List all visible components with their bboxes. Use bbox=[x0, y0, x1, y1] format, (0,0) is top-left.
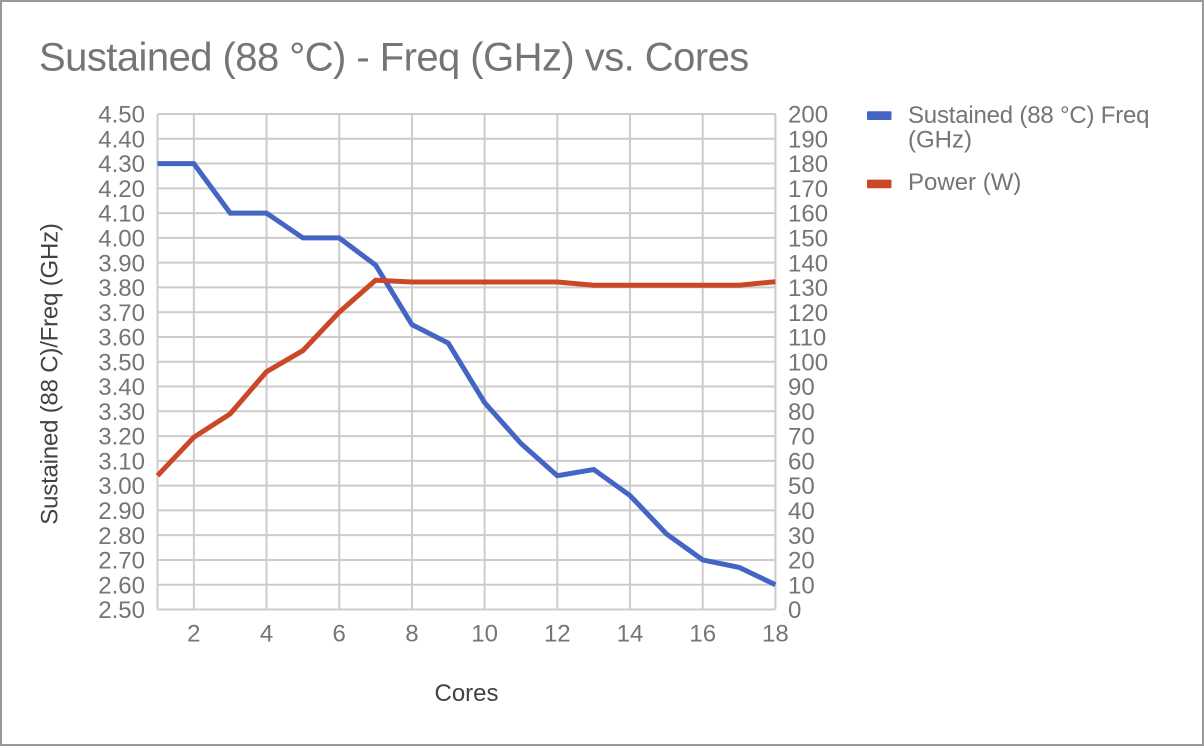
svg-text:12: 12 bbox=[544, 621, 571, 648]
svg-text:4.40: 4.40 bbox=[98, 126, 145, 153]
svg-text:140: 140 bbox=[788, 250, 828, 277]
svg-text:110: 110 bbox=[788, 325, 826, 352]
svg-text:190: 190 bbox=[788, 126, 828, 153]
svg-text:2.70: 2.70 bbox=[98, 548, 145, 575]
svg-text:Cores: Cores bbox=[434, 680, 498, 707]
svg-text:40: 40 bbox=[788, 498, 815, 525]
svg-text:3.10: 3.10 bbox=[98, 448, 145, 475]
svg-text:10: 10 bbox=[471, 621, 498, 648]
svg-text:50: 50 bbox=[788, 473, 815, 500]
svg-text:4.10: 4.10 bbox=[98, 201, 145, 228]
svg-text:200: 200 bbox=[788, 102, 828, 129]
svg-text:3.40: 3.40 bbox=[98, 374, 145, 401]
svg-text:120: 120 bbox=[788, 300, 828, 327]
svg-text:160: 160 bbox=[788, 201, 828, 228]
svg-text:70: 70 bbox=[788, 424, 815, 451]
svg-text:60: 60 bbox=[788, 448, 815, 475]
svg-text:4.50: 4.50 bbox=[98, 102, 145, 129]
svg-text:3.50: 3.50 bbox=[98, 349, 145, 376]
svg-text:0: 0 bbox=[788, 597, 801, 624]
svg-text:2.80: 2.80 bbox=[98, 523, 145, 550]
svg-text:Sustained (88 C)/Freq (GHz): Sustained (88 C)/Freq (GHz) bbox=[37, 223, 64, 524]
svg-text:6: 6 bbox=[333, 621, 346, 648]
svg-text:Sustained (88 °C) Freq: Sustained (88 °C) Freq bbox=[908, 102, 1149, 129]
svg-text:10: 10 bbox=[788, 572, 815, 599]
svg-text:130: 130 bbox=[788, 275, 828, 302]
svg-text:3.90: 3.90 bbox=[98, 250, 145, 277]
svg-text:4.00: 4.00 bbox=[98, 225, 145, 252]
svg-text:14: 14 bbox=[617, 621, 644, 648]
svg-text:Sustained (88 °C) - Freq (GHz): Sustained (88 °C) - Freq (GHz) vs. Cores bbox=[39, 36, 749, 80]
svg-text:3.00: 3.00 bbox=[98, 473, 145, 500]
svg-text:2.50: 2.50 bbox=[98, 597, 145, 624]
svg-text:90: 90 bbox=[788, 374, 815, 401]
svg-text:30: 30 bbox=[788, 523, 815, 550]
svg-text:80: 80 bbox=[788, 399, 815, 426]
svg-text:20: 20 bbox=[788, 548, 815, 575]
svg-text:16: 16 bbox=[689, 621, 716, 648]
svg-text:8: 8 bbox=[405, 621, 418, 648]
svg-text:(GHz): (GHz) bbox=[908, 127, 972, 154]
svg-text:2.60: 2.60 bbox=[98, 572, 145, 599]
svg-text:3.70: 3.70 bbox=[98, 300, 145, 327]
svg-text:3.20: 3.20 bbox=[98, 424, 145, 451]
svg-text:4.30: 4.30 bbox=[98, 151, 145, 178]
svg-text:3.80: 3.80 bbox=[98, 275, 145, 302]
svg-text:Power (W): Power (W) bbox=[908, 169, 1021, 196]
svg-text:2.90: 2.90 bbox=[98, 498, 145, 525]
svg-text:150: 150 bbox=[788, 225, 828, 252]
svg-text:4.20: 4.20 bbox=[98, 176, 145, 203]
svg-text:180: 180 bbox=[788, 151, 828, 178]
svg-text:2: 2 bbox=[187, 621, 200, 648]
svg-text:170: 170 bbox=[788, 176, 828, 203]
svg-text:3.60: 3.60 bbox=[98, 325, 145, 352]
svg-text:100: 100 bbox=[788, 349, 828, 376]
svg-text:3.30: 3.30 bbox=[98, 399, 145, 426]
svg-text:4: 4 bbox=[260, 621, 273, 648]
svg-text:18: 18 bbox=[762, 621, 789, 648]
